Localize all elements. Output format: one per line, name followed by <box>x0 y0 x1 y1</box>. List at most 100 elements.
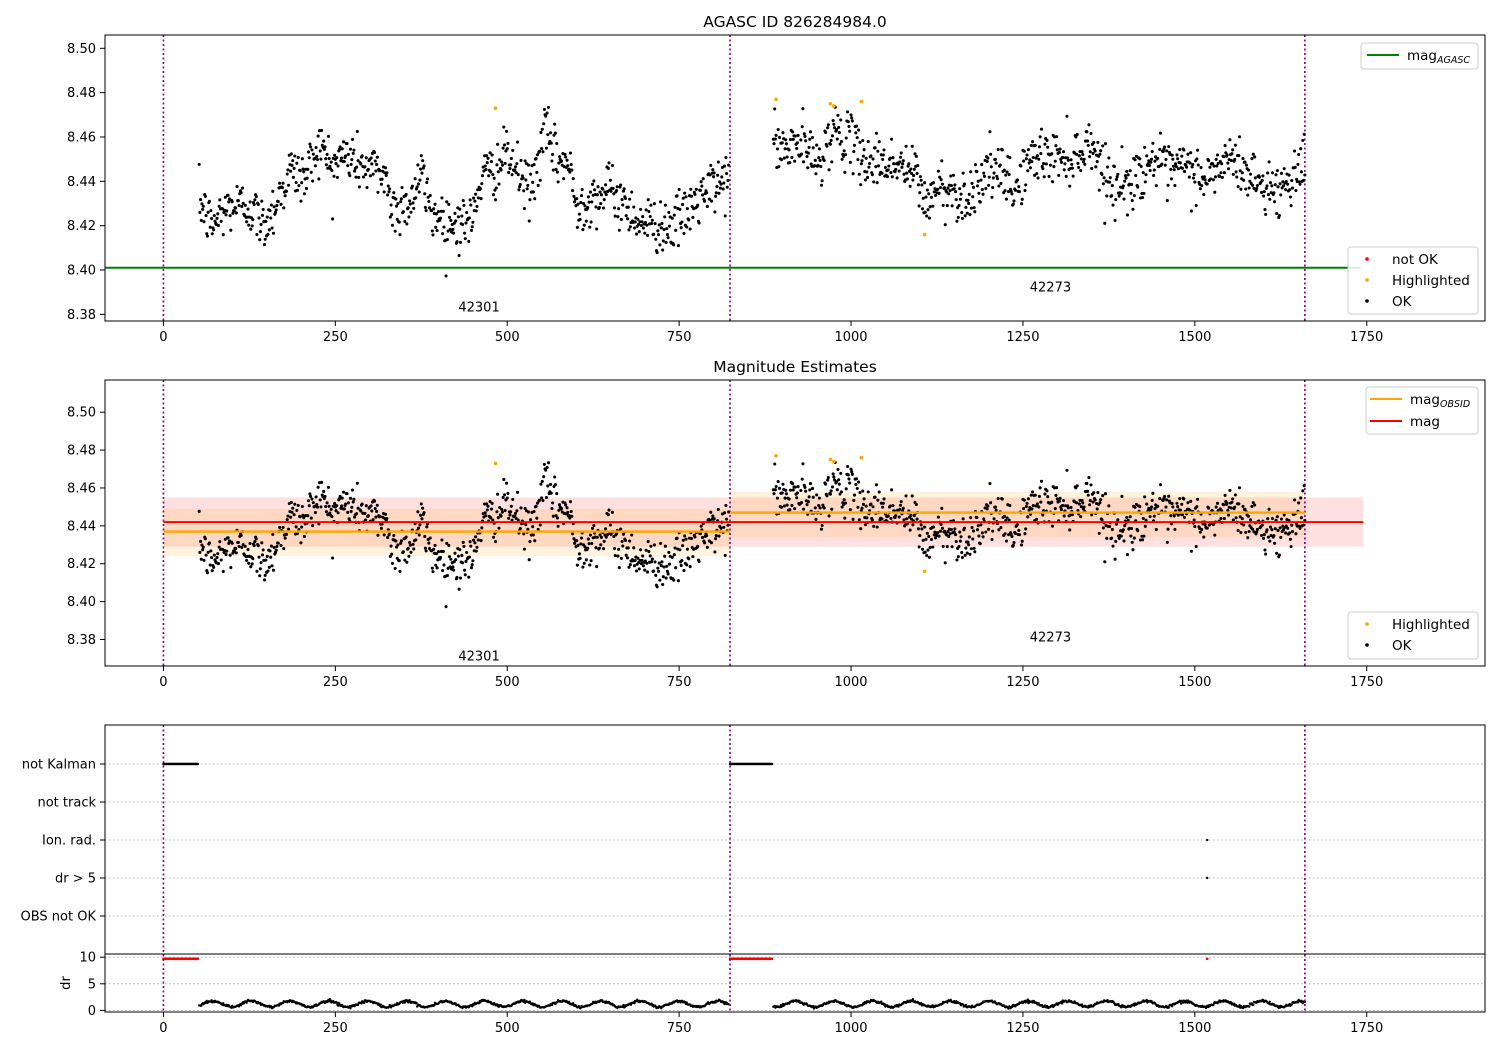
data-point-ok <box>800 125 804 129</box>
data-point-ok <box>417 533 421 537</box>
data-point-ok <box>621 203 625 207</box>
data-point-ok <box>971 529 975 533</box>
data-point-ok <box>243 203 247 207</box>
data-point-ok <box>806 151 810 155</box>
data-point-ok <box>330 515 334 519</box>
data-point-ok <box>916 164 920 168</box>
data-point-ok <box>641 564 645 568</box>
data-point-ok <box>533 539 537 543</box>
data-point-ok <box>535 153 540 157</box>
data-point-ok <box>243 544 247 548</box>
data-point-ok <box>259 561 263 565</box>
data-point-ok <box>416 163 420 167</box>
data-point-ok <box>604 183 608 187</box>
data-point-ok <box>502 477 506 482</box>
data-point-ok <box>438 216 443 220</box>
data-point-ok <box>368 174 372 178</box>
data-point-ok <box>428 536 432 540</box>
data-point-ok <box>458 207 462 211</box>
data-point-ok <box>374 169 378 173</box>
data-point-ok <box>1169 514 1173 518</box>
data-point-ok <box>1006 190 1011 194</box>
data-point-ok <box>526 183 530 187</box>
data-point-ok <box>540 479 544 483</box>
data-point-ok <box>385 171 389 175</box>
data-point-ok <box>219 219 223 223</box>
data-point-ok <box>1120 145 1124 149</box>
data-point-ok <box>1102 176 1106 180</box>
data-point-ok <box>1241 504 1245 508</box>
data-point-ok <box>335 175 339 179</box>
data-point-ok <box>500 510 504 514</box>
legend-label: OK <box>1392 638 1413 654</box>
data-point-ok <box>999 526 1003 530</box>
data-point-ok <box>701 177 705 181</box>
data-point-ok <box>469 544 473 548</box>
data-point-ok <box>1165 199 1169 203</box>
data-point-ok <box>641 554 645 558</box>
data-point-ok <box>584 219 588 223</box>
dr-point <box>911 997 915 1001</box>
data-point-ok <box>489 160 493 164</box>
dr-point <box>335 1001 338 1004</box>
chart-title: Magnitude Estimates <box>713 358 877 376</box>
data-point-ok <box>923 210 927 214</box>
data-point-ok <box>1214 157 1218 161</box>
data-point-ok <box>471 220 475 224</box>
data-point-ok <box>992 517 996 521</box>
data-point-ok <box>522 532 526 536</box>
data-point-ok <box>342 140 346 144</box>
data-point-ok <box>202 558 206 562</box>
data-point-ok <box>791 482 795 486</box>
data-point-ok <box>199 557 203 561</box>
data-point-ok <box>1099 498 1103 502</box>
data-point-ok <box>826 126 830 130</box>
data-point-ok <box>300 181 304 185</box>
data-point-ok <box>1087 476 1091 480</box>
data-point-ok <box>522 547 526 551</box>
data-point-ok <box>1050 180 1055 184</box>
data-point-ok <box>514 516 518 520</box>
data-point-ok <box>1250 157 1254 161</box>
data-point-ok <box>349 162 353 166</box>
data-point-ok <box>889 171 893 175</box>
data-point-ok <box>382 190 386 194</box>
data-point-ok <box>361 175 366 179</box>
data-point-ok <box>672 213 676 217</box>
data-point-ok <box>276 541 280 545</box>
data-point-ok <box>780 158 784 162</box>
data-point-ok <box>582 561 586 565</box>
data-point-ok <box>898 155 903 159</box>
data-point-ok <box>587 542 591 546</box>
data-point-ok <box>613 554 617 558</box>
data-point-ok <box>588 190 592 194</box>
data-point-ok <box>1187 175 1191 179</box>
data-point-ok <box>598 533 602 537</box>
data-point-ok <box>987 175 991 179</box>
data-point-ok <box>285 518 289 522</box>
data-point-ok <box>300 525 304 529</box>
data-point-ok <box>339 156 344 160</box>
flag-row-label: not Kalman <box>22 758 96 773</box>
data-point-ok <box>248 541 252 545</box>
data-point-ok <box>961 171 965 175</box>
data-point-ok <box>870 173 874 177</box>
data-point-ok <box>206 550 210 554</box>
data-point-ok <box>1247 186 1251 190</box>
data-point-ok <box>1088 155 1092 159</box>
data-point-ok <box>324 157 328 161</box>
data-point-ok <box>709 163 713 167</box>
data-point-ok <box>1035 517 1039 521</box>
data-point-ok <box>388 215 392 219</box>
data-point-ok <box>643 568 647 572</box>
data-point-ok <box>394 197 398 201</box>
data-point-ok <box>491 535 496 539</box>
data-point-ok <box>306 499 311 503</box>
data-point-ok <box>1120 494 1124 498</box>
data-point-ok <box>694 187 698 191</box>
data-point-ok <box>926 208 930 212</box>
data-point-ok <box>386 535 390 540</box>
data-point-ok <box>655 585 659 589</box>
data-point-ok <box>315 154 319 158</box>
data-point-ok <box>408 199 412 203</box>
